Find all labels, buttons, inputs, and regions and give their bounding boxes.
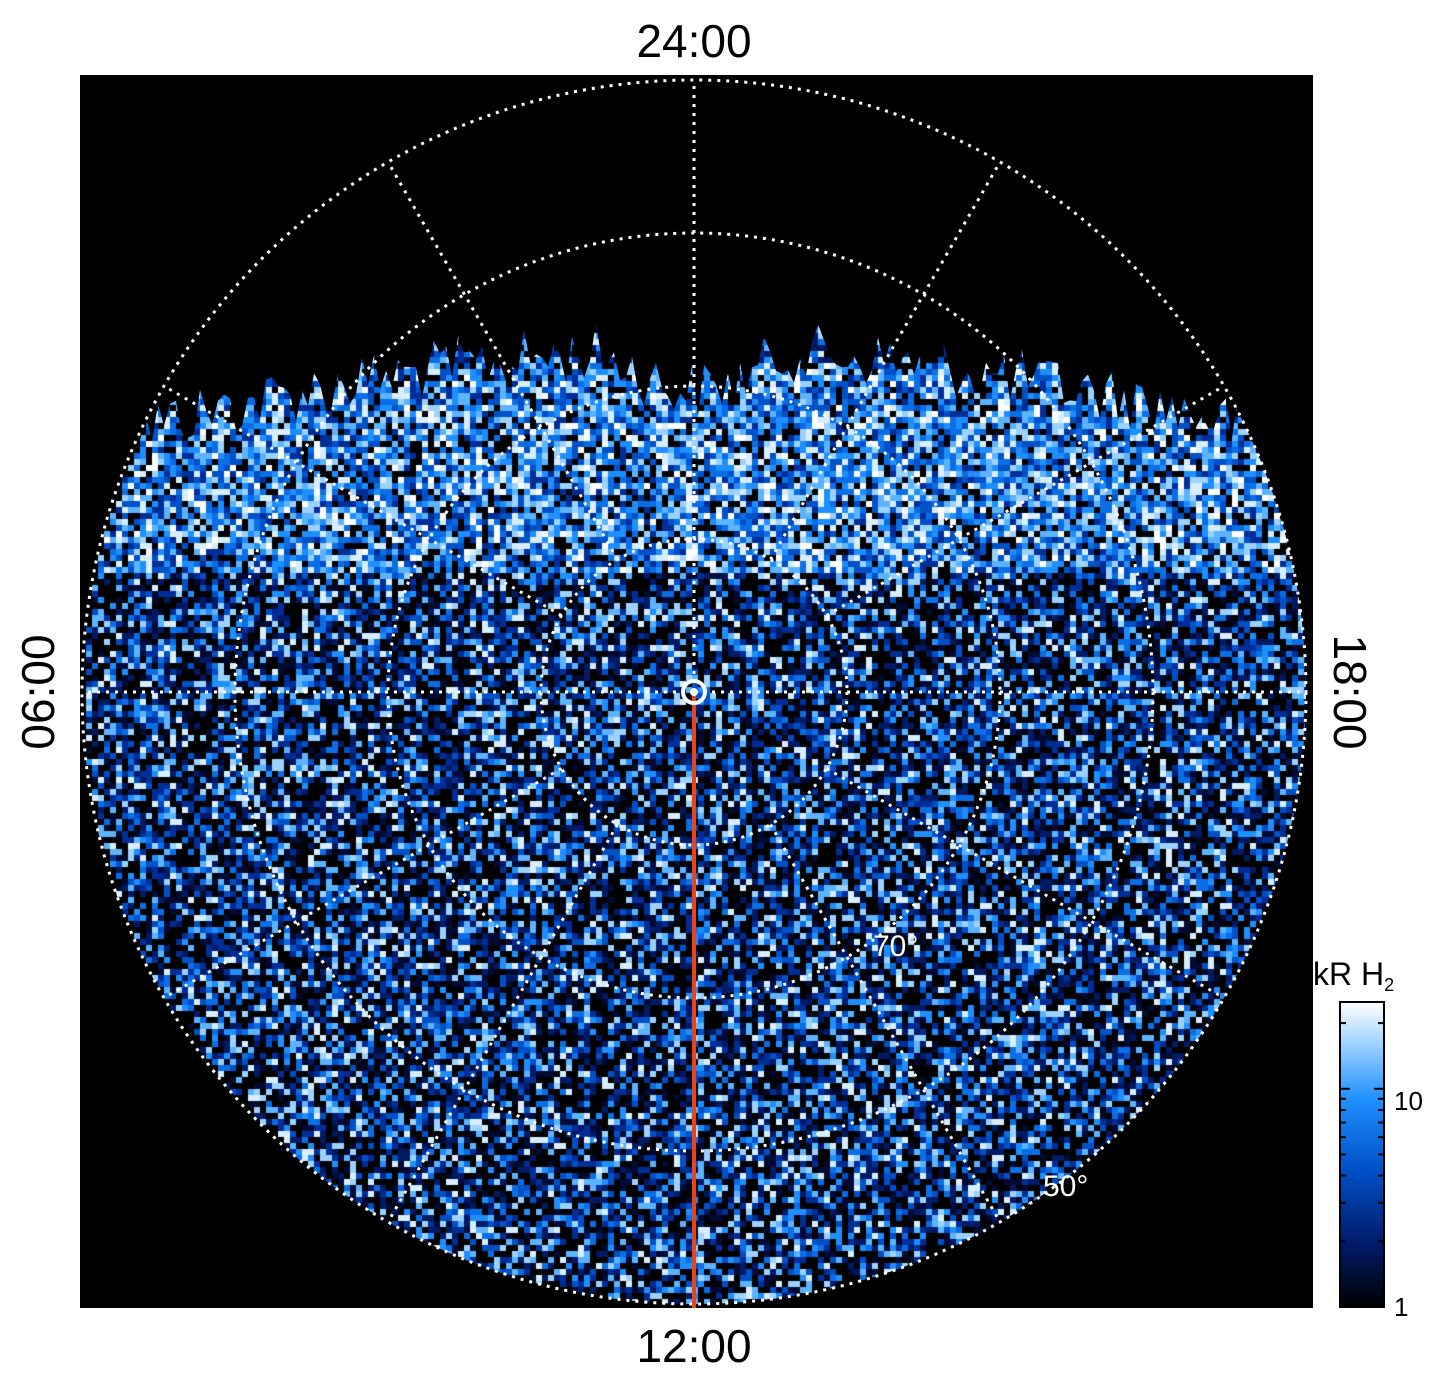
local-time-label-top: 24:00 [636, 15, 751, 67]
local-time-label-left: 06:00 [12, 634, 64, 749]
colorbar-tick-label-10: 10 [1394, 1086, 1423, 1116]
latitude-label-70: 70° [873, 930, 918, 963]
colorbar-title: kR H2 [1313, 956, 1394, 995]
colorbar-ticks [1340, 1022, 1384, 1308]
colorbar: kR H2 1 10 [1313, 956, 1423, 1322]
colorbar-gradient [1339, 1001, 1385, 1308]
colorbar-tick-label-1: 1 [1394, 1292, 1408, 1322]
local-time-label-right: 18:00 [1324, 634, 1376, 749]
latitude-label-50: 50° [1043, 1170, 1088, 1203]
pole-marker [681, 679, 707, 705]
local-time-label-bottom: 12:00 [636, 1320, 751, 1372]
planet-limb [80, 78, 1308, 1306]
